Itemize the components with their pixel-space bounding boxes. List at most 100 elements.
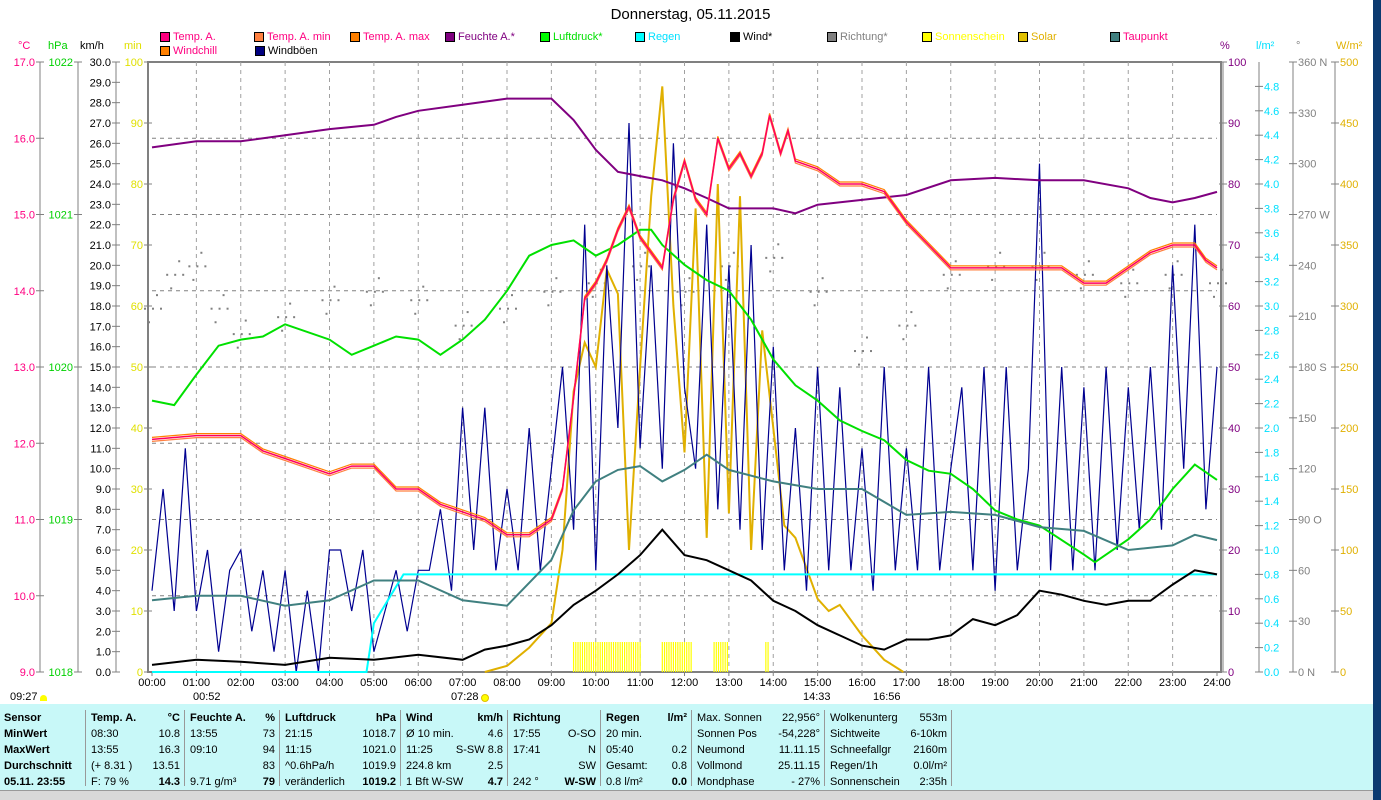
min-unit-label: min [124, 40, 142, 52]
rain-tick-label: 1.6 [1264, 472, 1279, 484]
cell-value: 4.6 [487, 728, 503, 740]
table-row: 1 Bft W-SW 4.7 [402, 774, 507, 790]
table-row: F: 79 % 14.3 [87, 774, 184, 790]
legend-swatch [1018, 32, 1028, 42]
direction-point [1217, 282, 1219, 285]
direction-point [248, 333, 251, 336]
moonrise-time: 09:27 [10, 691, 38, 703]
min-tick-label: 70 [131, 240, 143, 252]
table-row-label: 05.11. 23:55 [4, 776, 66, 788]
table-row: Richtung [509, 710, 600, 726]
kmh-tick-label: 11.0 [90, 443, 111, 455]
table-row: Max. Sonnen 22,956° [693, 710, 824, 726]
rain-tick-label: 4.4 [1264, 130, 1279, 142]
pct-tick-label: 60 [1228, 301, 1240, 313]
kmh-tick-label: 27.0 [90, 118, 111, 130]
cell-value: 2160m [913, 744, 947, 756]
legend-item: Feuchte A.* [445, 31, 515, 43]
direction-point [1180, 273, 1183, 276]
x-tick-label: 17:00 [893, 677, 921, 689]
direction-point [551, 290, 554, 293]
pct-tick-label: 10 [1228, 606, 1240, 618]
direction-point [369, 304, 372, 307]
direction-point [156, 294, 158, 297]
direction-point [1164, 273, 1167, 276]
legend-swatch [445, 32, 455, 42]
cell-value: 25.11.15 [777, 760, 820, 772]
direction-point [724, 278, 727, 281]
table-col-wind: Wind km/h Ø 10 min. 4.6 11:25 S-SW 8.8 224.8 k… [402, 710, 508, 788]
solar-tick-label: 300 [1340, 301, 1358, 313]
direction-point [555, 277, 558, 280]
cell-value: 0.2 [671, 744, 687, 756]
x-tick-label: 14:00 [759, 677, 787, 689]
hpa-unit-label: hPa [48, 40, 68, 52]
legend-swatch [160, 32, 170, 42]
table-row: Gesamt: 0.8 [602, 758, 691, 774]
table-row: 08:30 10.8 [87, 726, 184, 742]
cell: Wolkenunterg [830, 712, 898, 724]
direction-point [1075, 273, 1078, 276]
solar-tick-label: 400 [1340, 179, 1358, 191]
table-row: Regen/1h 0.0l/m² [826, 758, 951, 774]
cell: Neumond [697, 744, 745, 756]
pct-tick-label: 70 [1228, 240, 1240, 252]
table-row: Sichtweite 6-10km [826, 726, 951, 742]
table-row: 13:55 16.3 [87, 742, 184, 758]
direction-point [809, 290, 812, 293]
table-row: Schneefallgr 2160m [826, 742, 951, 758]
cell-value: -54,228° [778, 728, 820, 740]
temp-tick-label: 15.0 [14, 210, 35, 222]
direction-point [244, 319, 247, 322]
direction-point [325, 312, 328, 315]
direction-point [680, 304, 683, 307]
direction-point [218, 307, 221, 310]
kmh-tick-label: 29.0 [90, 77, 111, 89]
cell-value: 1019.9 [362, 760, 396, 772]
kmh-tick-label: 26.0 [90, 138, 111, 150]
solar-tick-label: 450 [1340, 118, 1358, 130]
direction-point [1225, 282, 1227, 285]
dewpoint-line [151, 453, 1218, 607]
table-row: 0.8 l/m² 0.0 [602, 774, 691, 790]
cell: Gesamt: [606, 760, 648, 772]
x-tick-label: 15:00 [804, 677, 832, 689]
direction-point [862, 350, 864, 353]
direction-point [632, 265, 635, 268]
solar-tick-label: 500 [1340, 57, 1358, 69]
kmh-tick-label: 9.0 [96, 484, 111, 496]
direction-point [1213, 295, 1215, 298]
min-tick-label: 20 [131, 545, 143, 557]
rain-tick-label: 0.6 [1264, 594, 1279, 606]
rain-tick-label: 0.4 [1264, 618, 1279, 630]
rain-tick-label: 3.4 [1264, 252, 1279, 264]
cell-value: 14.3 [158, 776, 180, 788]
direction-point [226, 307, 229, 310]
legend-label: Temp. A. [173, 31, 216, 43]
direction-point [1035, 278, 1038, 281]
kmh-tick-label: 18.0 [90, 301, 111, 313]
sunset-time: 16:56 [873, 691, 901, 703]
sunrise-time: 07:28 [451, 691, 479, 703]
direction-point [817, 290, 820, 293]
legend-swatch [635, 32, 645, 42]
kmh-tick-label: 15.0 [90, 362, 111, 374]
direction-point [515, 307, 517, 310]
kmh-tick-label: 25.0 [90, 159, 111, 171]
x-tick-label: 02:00 [227, 677, 255, 689]
direction-point [648, 265, 651, 268]
cell-value: 10.8 [158, 728, 180, 740]
rain-tick-label: 0.2 [1264, 643, 1279, 655]
table-col-dir: Richtung 17:55 O-SO 17:41 N SW 242 ° W-SW [509, 710, 601, 788]
direction-point [426, 299, 429, 302]
cell: Max. Sonnen [697, 712, 762, 724]
rain-tick-label: 2.0 [1264, 423, 1279, 435]
rain-tick-label: 2.4 [1264, 374, 1279, 386]
cell-value: 94 [262, 744, 275, 756]
cell-value: 1019.2 [362, 776, 396, 788]
direction-point [1091, 273, 1094, 276]
x-tick-label: 06:00 [404, 677, 432, 689]
cell: 13:55 [91, 744, 119, 756]
cell: Temp. A. [91, 712, 137, 724]
solar-tick-label: 350 [1340, 240, 1358, 252]
